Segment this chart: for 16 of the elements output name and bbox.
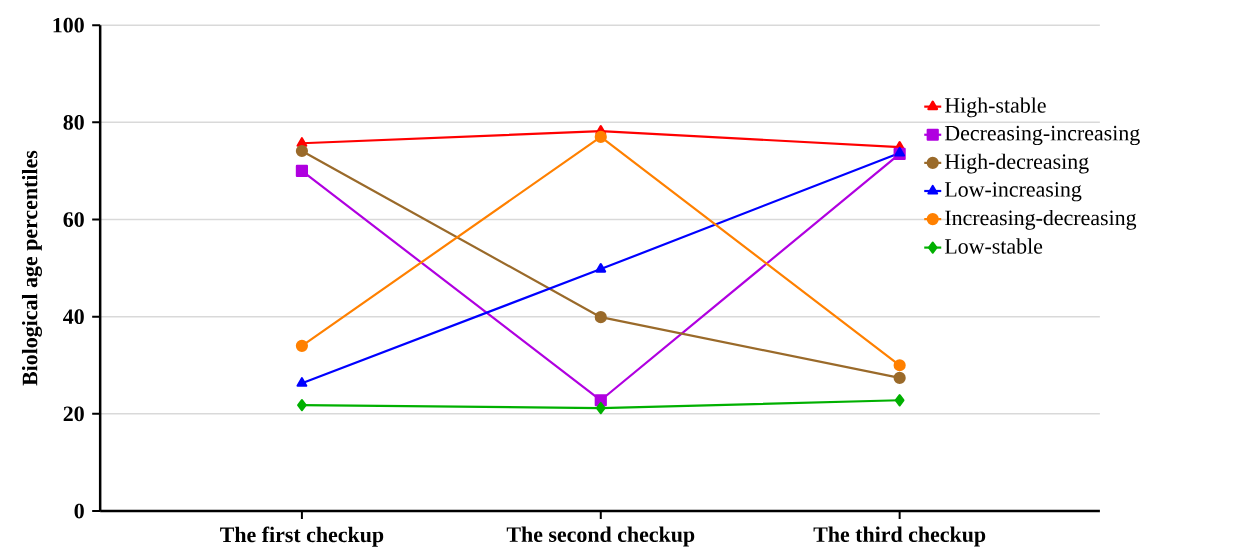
y-tick-label: 60 [63,212,84,227]
legend-label: Increasing-decreasing [945,209,1137,230]
legend-label: Decreasing-increasing [944,125,1140,145]
x-tick-label: The first checkup [220,526,384,547]
y-axis-title: Biological age percentiles [21,150,42,386]
x-tick-label: The third checkup [813,526,986,547]
legend-label: Low-stable [944,238,1043,254]
y-tick-label: 100 [53,17,84,33]
y-tick-label: 0 [74,503,84,519]
y-tick-label: 20 [63,406,84,422]
legend-label: High-decreasing [944,153,1089,174]
x-tick-label: The second checkup [506,526,695,547]
y-tick-label: 40 [63,309,84,324]
y-tick-label: 80 [63,114,84,130]
legend-label: High-stable [944,97,1046,118]
legend-label: Low-increasing [944,181,1082,202]
